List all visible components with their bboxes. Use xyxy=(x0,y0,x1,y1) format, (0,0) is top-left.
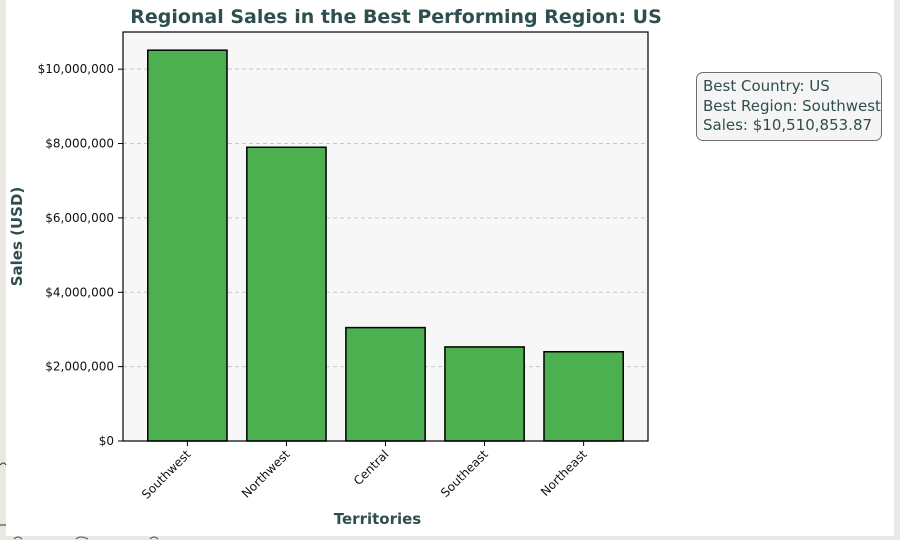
bar xyxy=(246,146,327,442)
stray-pen-marks xyxy=(0,462,159,540)
y-tick-label: $4,000,000 xyxy=(45,285,114,299)
axes-frame xyxy=(122,31,649,442)
y-tick-label: $0 xyxy=(99,434,114,448)
y-axis-label: Sales (USD) xyxy=(8,187,26,287)
annotation-sales: Sales: $10,510,853.87 xyxy=(703,116,873,134)
chart-title: Regional Sales in the Best Performing Re… xyxy=(130,6,662,28)
x-tick-label: Central xyxy=(351,447,392,488)
bar xyxy=(345,326,426,442)
y-tick-label: $6,000,000 xyxy=(45,211,114,225)
annotation-region: Best Region: Southwest xyxy=(703,96,881,115)
y-tick-label: $2,000,000 xyxy=(45,360,114,374)
bar xyxy=(543,351,624,442)
x-tick-label: Northwest xyxy=(239,447,293,501)
y-tick-label: $10,000,000 xyxy=(38,62,114,76)
bar xyxy=(444,346,525,442)
bar-chart: $0 $2,000,000 $4,000,000 $6,000,000 $8,000,0… xyxy=(8,31,649,528)
x-tick-label: Northeast xyxy=(538,447,590,499)
best-region-annotation: Best Country: US Best Region: Southwest … xyxy=(696,72,882,141)
figure-canvas: $0 $2,000,000 $4,000,000 $6,000,000 $8,000,0… xyxy=(6,0,894,536)
y-tick-label: $8,000,000 xyxy=(45,137,114,151)
bar xyxy=(147,49,228,442)
x-axis-label: Territories xyxy=(334,510,422,528)
x-tick-label: Southeast xyxy=(438,447,491,500)
annotation-country: Best Country: US xyxy=(703,77,830,95)
